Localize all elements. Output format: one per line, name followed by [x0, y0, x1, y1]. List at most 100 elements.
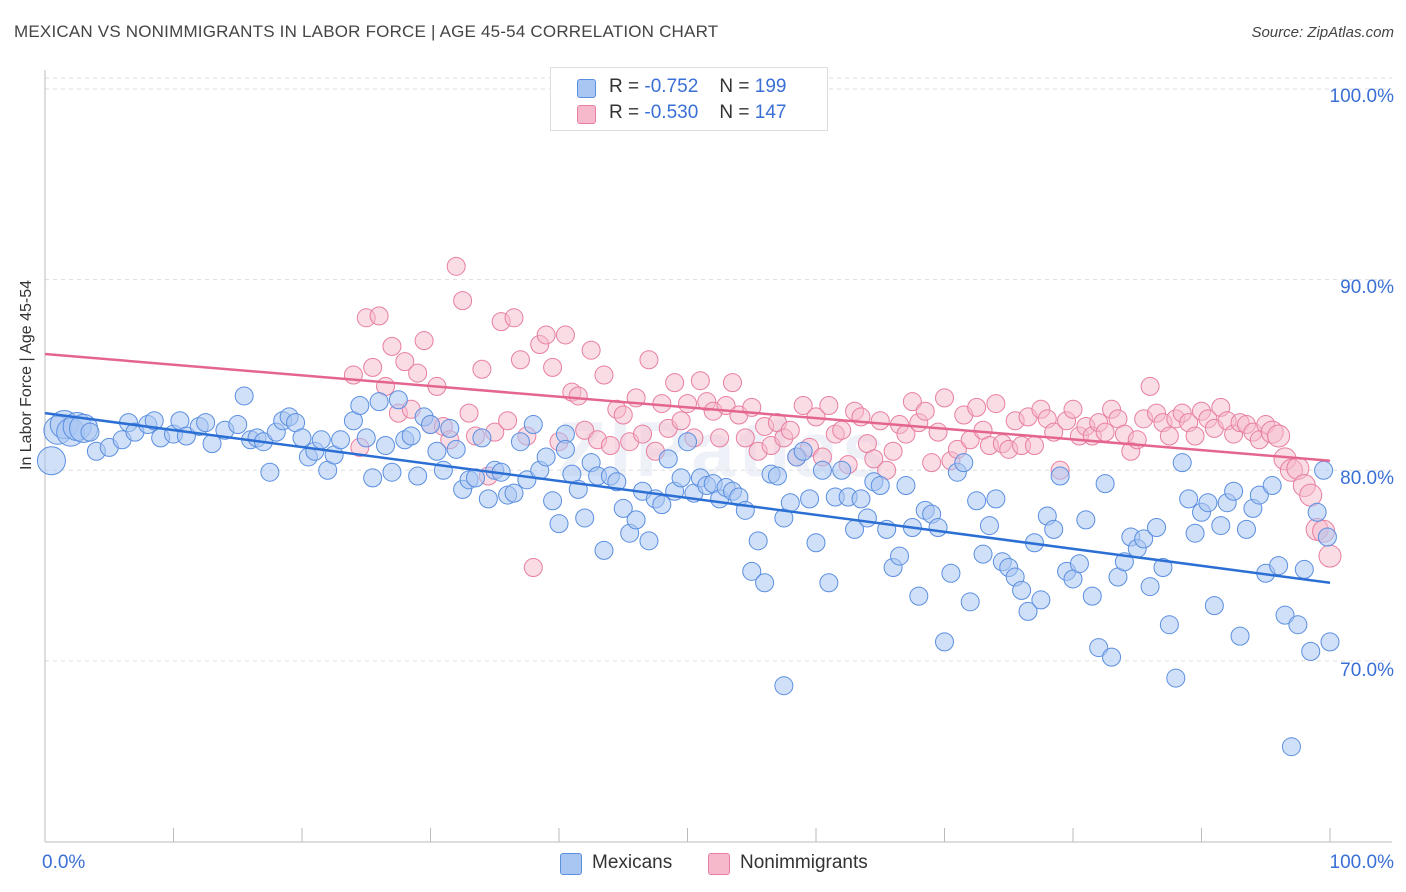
nonimmigrants-point: [633, 424, 653, 444]
mexicans-point: [196, 413, 216, 433]
mexicans-point: [555, 439, 575, 459]
mexicans-point: [1275, 605, 1295, 625]
mexicans-point: [1012, 580, 1032, 600]
mexicans-point: [774, 676, 794, 696]
mexicans-point: [1224, 481, 1244, 501]
mexicans-point: [331, 430, 351, 450]
nonimmigrants-point: [1299, 483, 1323, 507]
mexicans-point: [652, 495, 672, 515]
nonimmigrants-swatch: [577, 105, 596, 124]
mexicans-point: [440, 418, 460, 438]
mexicans-point: [1159, 615, 1179, 635]
mexicans-point: [1314, 460, 1334, 480]
nonimmigrants-point: [1024, 436, 1044, 456]
mexicans-point: [1095, 474, 1115, 494]
mexicans-point: [1050, 466, 1070, 486]
nonimmigrants-point: [446, 256, 466, 276]
mexicans-point: [1320, 632, 1340, 652]
r-label: R =: [609, 102, 640, 123]
trend-lines: [44, 352, 1331, 584]
nonimmigrants-point: [594, 365, 614, 385]
nonimmigrants-point: [819, 395, 839, 415]
mexicans-point: [234, 386, 254, 406]
mexicans-point: [1102, 647, 1122, 667]
nonimmigrants-point: [498, 411, 518, 431]
mexicans-point: [363, 468, 383, 488]
nonimmigrants-point: [722, 373, 742, 393]
mexicans-point: [851, 489, 871, 509]
mexicans-point: [472, 428, 492, 448]
nonimmigrants-point: [665, 373, 685, 393]
mexicans-trend-line: [44, 411, 1331, 584]
mexicans-point: [421, 415, 440, 435]
mexicans-point: [967, 491, 987, 511]
mexicans-point: [356, 428, 376, 448]
nonimmigrants-point: [902, 392, 922, 412]
nonimmigrants-point: [369, 306, 389, 326]
mexicans-point: [639, 531, 659, 551]
mexicans-point: [401, 426, 421, 446]
mexicans-point: [144, 411, 164, 431]
y-tick-90: 90.0%: [1340, 277, 1394, 298]
y-axis-label: In Labor Force | Age 45-54: [18, 279, 35, 470]
mexicans-point: [613, 498, 633, 518]
mexicans-point: [607, 472, 627, 492]
mexicans-point: [800, 489, 820, 509]
mexicans-point: [202, 434, 222, 454]
nonimmigrants-point: [928, 422, 948, 442]
mexicans-point: [1262, 476, 1282, 496]
mexicans-point: [228, 415, 248, 435]
n-label: N =: [719, 76, 750, 97]
nonimmigrants-point: [793, 395, 813, 415]
nonimmigrants-point: [555, 325, 575, 345]
nonimmigrants-point: [453, 291, 473, 311]
axes: [44, 70, 1392, 843]
nonimmigrants-point: [915, 401, 935, 421]
x-tick-0: 0.0%: [42, 852, 86, 873]
nonimmigrants-point: [883, 441, 903, 461]
mexicans-point: [780, 493, 800, 513]
nonimmigrants-point: [472, 359, 492, 379]
nonimmigrants-point: [1267, 424, 1291, 448]
mexicans-point: [658, 449, 678, 469]
nonimmigrants-point: [735, 428, 755, 448]
mexicans-point: [1031, 590, 1051, 610]
mexicans-point: [890, 546, 910, 566]
mexicans-point: [935, 632, 954, 652]
mexicans-point: [973, 544, 993, 564]
nonimmigrants-legend-swatch: [708, 853, 730, 875]
mexicans-point: [1018, 601, 1038, 621]
mexicans-point: [478, 489, 498, 509]
x-tick-100: 100.0%: [1329, 852, 1394, 873]
nonimmigrants-point: [382, 336, 402, 356]
mexicans-point: [812, 460, 832, 480]
nonimmigrants-point: [600, 436, 620, 456]
mexicans-point: [793, 441, 813, 461]
mexicans-point: [1288, 615, 1308, 635]
mexicans-point: [767, 466, 787, 486]
nonimmigrants-points: [343, 256, 1342, 578]
nonimmigrants-point: [678, 394, 697, 414]
nonimmigrants-point: [864, 449, 884, 469]
nonimmigrants-point: [870, 411, 890, 431]
nonimmigrants-point: [523, 558, 543, 578]
series-legend: Mexicans Nonimmigrants: [0, 851, 1406, 877]
nonimmigrants-point: [1140, 376, 1160, 396]
mexicans-point: [1179, 489, 1199, 509]
nonimmigrants-point: [395, 352, 415, 372]
mexicans-point: [1294, 559, 1314, 579]
mexicans-point: [896, 476, 916, 496]
nonimmigrants-point: [690, 371, 710, 391]
nonimmigrants-point: [922, 453, 942, 473]
nonimmigrants-point: [568, 386, 588, 406]
mexicans-point: [523, 415, 543, 435]
mexicans-point: [36, 446, 66, 476]
mexicans-point: [1230, 626, 1250, 646]
gridlines: [45, 77, 1392, 662]
nonimmigrants-point: [408, 363, 428, 383]
nonimmigrants-point: [459, 403, 479, 423]
mexicans-point: [857, 508, 877, 528]
nonimmigrants-point: [363, 357, 383, 377]
mexicans-point: [1307, 502, 1327, 522]
r-label: R =: [609, 76, 640, 97]
